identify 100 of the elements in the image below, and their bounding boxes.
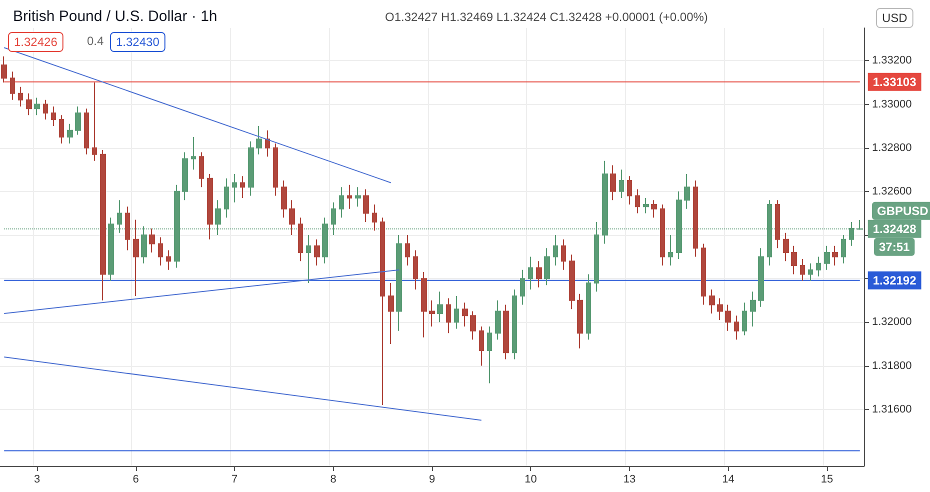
- candlestick: [742, 302, 747, 336]
- candlestick: [528, 256, 533, 290]
- candlestick: [684, 174, 690, 210]
- candlestick: [627, 176, 632, 206]
- ref-line-label: 1.32192: [872, 273, 917, 288]
- candlestick: [306, 234, 311, 284]
- candlestick: [158, 236, 163, 266]
- candlestick: [117, 200, 122, 234]
- candlestick: [561, 238, 566, 270]
- candlestick: [26, 92, 32, 116]
- candlestick: [470, 310, 476, 340]
- candlestick: [816, 256, 821, 277]
- candlestick: [841, 234, 846, 264]
- candlestick: [709, 288, 715, 314]
- candlestick: [800, 258, 805, 282]
- candlestick: [503, 304, 509, 360]
- candlestick: [405, 234, 410, 266]
- candlestick: [18, 86, 23, 107]
- candlestick: [429, 300, 435, 328]
- candlestick: [454, 296, 459, 330]
- candlestick: [10, 71, 15, 100]
- candlestick: [750, 291, 756, 328]
- x-tick-label: 6: [132, 474, 139, 486]
- ref-line-label: 1.32428: [872, 222, 917, 236]
- candlestick: [635, 188, 640, 214]
- candlestick: [331, 202, 336, 236]
- candlestick: [224, 178, 229, 218]
- candlestick: [495, 300, 501, 340]
- candlestick: [174, 184, 180, 268]
- candlestick: [75, 106, 81, 136]
- annotation: 0.4: [87, 34, 104, 48]
- candlestick: [248, 140, 254, 196]
- y-tick-label: 1.32600: [872, 185, 912, 198]
- y-tick-label: 1.32800: [872, 142, 912, 154]
- candlestick: [569, 254, 575, 310]
- candlestick: [734, 315, 739, 340]
- x-tick-label: 15: [820, 474, 834, 486]
- candlestick: [602, 160, 608, 244]
- candlestick: [767, 200, 772, 266]
- candlestick: [347, 184, 352, 210]
- candlestick: [520, 269, 525, 306]
- candlestick: [437, 291, 443, 323]
- ref-line-label: 1.33103: [872, 74, 917, 89]
- candlestick: [619, 169, 624, 198]
- candlestick: [298, 217, 303, 262]
- candlestick: [536, 260, 542, 288]
- y-tick-label: 1.31800: [872, 360, 912, 372]
- candlestick: [775, 200, 780, 249]
- candlestick: [67, 123, 73, 144]
- candlestick: [701, 243, 706, 306]
- candlestick: [125, 206, 130, 251]
- candlestick: [182, 152, 188, 201]
- candlestick: [832, 245, 838, 266]
- candlestick: [372, 204, 377, 232]
- candlestick: [215, 200, 221, 236]
- x-tick-label: 7: [231, 474, 238, 486]
- candlestick: [388, 282, 394, 344]
- candlestick: [462, 302, 468, 328]
- candlestick: [791, 245, 797, 275]
- candlestick: [59, 114, 64, 144]
- candlestick: [758, 248, 764, 308]
- candlestick: [207, 174, 213, 240]
- candlestick: [643, 197, 649, 214]
- candlestick: [380, 217, 385, 406]
- text: 37:51: [879, 240, 910, 254]
- y-tick-label: 1.33000: [872, 98, 912, 110]
- x-tick-label: 14: [722, 474, 734, 486]
- candlestick: [668, 234, 673, 266]
- candlestick: [108, 217, 114, 282]
- candlestick: [421, 272, 427, 338]
- x-tick-label: 8: [330, 474, 336, 486]
- candlestick: [1, 56, 7, 83]
- candlestick: [84, 108, 89, 155]
- candlestick: [199, 152, 204, 188]
- candlestick: [256, 126, 262, 155]
- candlestick: [265, 130, 270, 158]
- candlestick: [808, 262, 813, 282]
- candlestick: [43, 99, 48, 120]
- y-tick-label: 1.33200: [872, 54, 912, 67]
- candlestick: [232, 174, 237, 203]
- candlestick: [544, 248, 550, 286]
- candlestick: [577, 293, 583, 349]
- candlestick: [693, 180, 698, 258]
- annotation: 1.32426: [14, 35, 58, 49]
- candlestick: [240, 176, 245, 198]
- candlestick: [512, 288, 517, 360]
- x-tick-label: 9: [428, 474, 436, 486]
- y-tick-label: 1.31600: [872, 403, 912, 416]
- candlestick: [314, 238, 320, 266]
- y-tick-label: 1.32000: [872, 316, 912, 328]
- candlestick: [446, 298, 451, 334]
- candlestick: [100, 150, 106, 301]
- annotation: 1.32430: [116, 35, 160, 49]
- candlestick: [339, 186, 344, 218]
- candlestick: [289, 200, 295, 236]
- candlestick: [676, 190, 682, 260]
- candlestick: [586, 274, 591, 340]
- candlestick: [487, 326, 492, 384]
- candlestick: [363, 188, 369, 222]
- candlestick: [133, 219, 139, 297]
